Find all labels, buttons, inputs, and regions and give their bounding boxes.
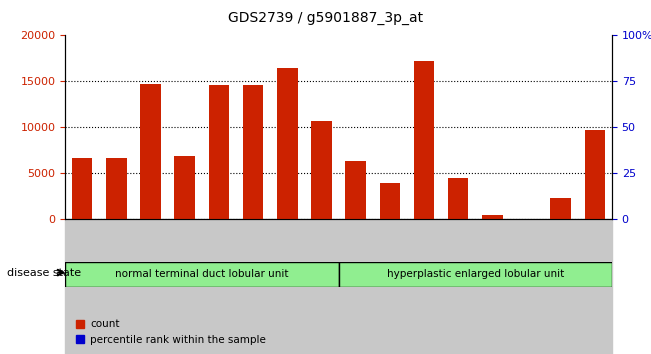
Text: normal terminal duct lobular unit: normal terminal duct lobular unit (115, 269, 288, 279)
Bar (475, 219, 509, 354)
Bar (509, 219, 544, 354)
Text: disease state: disease state (7, 268, 81, 278)
Bar (106, 158, 126, 219)
Bar (577, 219, 612, 354)
Bar (208, 85, 229, 219)
Bar (311, 121, 331, 219)
Bar (380, 183, 400, 219)
FancyBboxPatch shape (65, 262, 339, 287)
Bar (168, 219, 202, 354)
Bar (174, 156, 195, 219)
Bar (448, 178, 468, 219)
Bar (372, 219, 407, 354)
Bar (441, 219, 475, 354)
Bar (133, 219, 168, 354)
Bar (482, 215, 503, 219)
Bar (585, 130, 605, 219)
Bar (550, 198, 571, 219)
Bar (202, 219, 236, 354)
Bar (99, 219, 133, 354)
Bar (236, 219, 270, 354)
FancyBboxPatch shape (339, 262, 612, 287)
Bar (516, 218, 536, 219)
Legend: count, percentile rank within the sample: count, percentile rank within the sample (70, 315, 270, 349)
Bar (544, 219, 577, 354)
Bar (407, 219, 441, 354)
Bar (339, 219, 372, 354)
Bar (345, 161, 366, 219)
Bar (243, 85, 263, 219)
Text: hyperplastic enlarged lobular unit: hyperplastic enlarged lobular unit (387, 269, 564, 279)
Bar (277, 68, 298, 219)
Bar (65, 219, 99, 354)
Text: GDS2739 / g5901887_3p_at: GDS2739 / g5901887_3p_at (228, 11, 423, 25)
Bar (413, 61, 434, 219)
Bar (72, 158, 92, 219)
Bar (140, 84, 161, 219)
Bar (304, 219, 339, 354)
Bar (270, 219, 304, 354)
